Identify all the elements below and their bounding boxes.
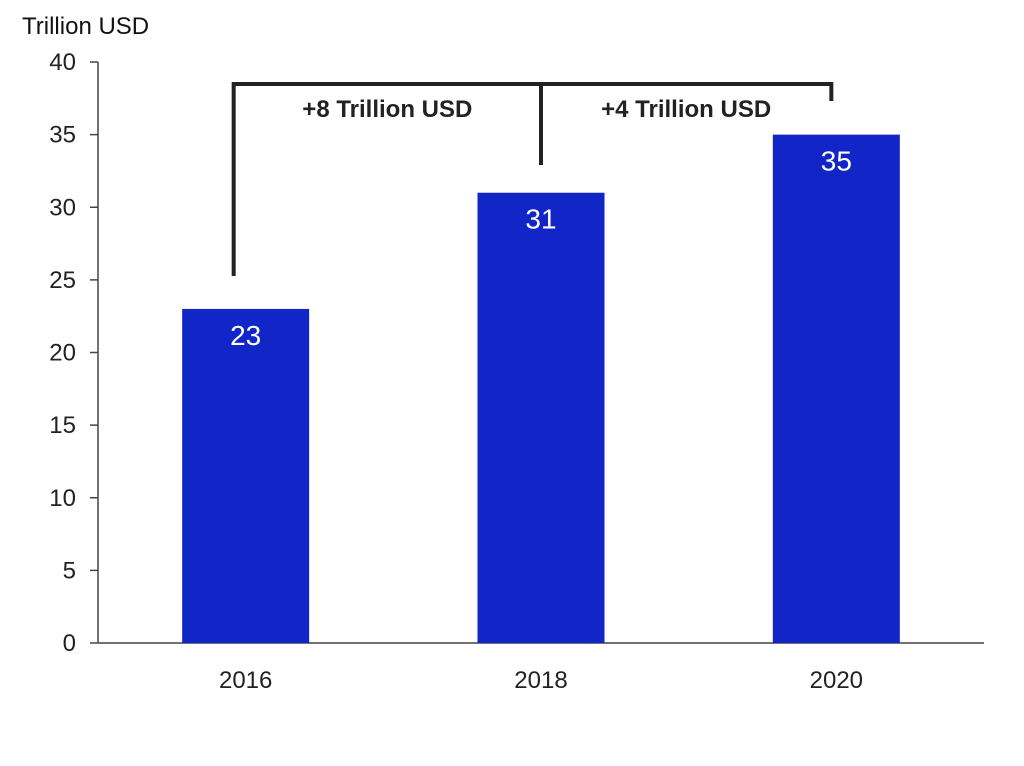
x-tick-label: 2018 (514, 667, 567, 694)
y-tick-label: 10 (49, 485, 76, 512)
bar-2020 (772, 134, 900, 643)
difference-annotation: +4 Trillion USD (601, 96, 771, 123)
y-ticks: 0 5 10 15 20 25 30 35 40 (49, 49, 98, 657)
bar-value-label: 35 (821, 146, 852, 177)
difference-annotation: +8 Trillion USD (302, 96, 472, 123)
bar-value-label: 23 (230, 320, 261, 351)
bracket-lines (231, 82, 834, 276)
y-tick-label: 30 (49, 194, 76, 221)
x-tick-label: 2020 (810, 667, 863, 694)
bar-2016 (182, 308, 310, 643)
y-tick-label: 5 (63, 557, 76, 584)
y-axis-unit-label: Trillion USD (22, 13, 149, 40)
y-tick-label: 40 (49, 49, 76, 76)
y-tick-label: 15 (49, 412, 76, 439)
x-tick-labels: 2016 2018 2020 (219, 667, 863, 694)
bar-2018 (477, 192, 605, 643)
bars: 23 31 35 (182, 134, 900, 643)
y-tick-label: 20 (49, 340, 76, 367)
y-tick-label: 25 (49, 267, 76, 294)
y-tick-label: 35 (49, 122, 76, 149)
bar-value-label: 31 (525, 204, 556, 235)
difference-brackets: +8 Trillion USD +4 Trillion USD (231, 82, 834, 276)
y-tick-label: 0 (63, 630, 76, 657)
x-tick-label: 2016 (219, 667, 272, 694)
